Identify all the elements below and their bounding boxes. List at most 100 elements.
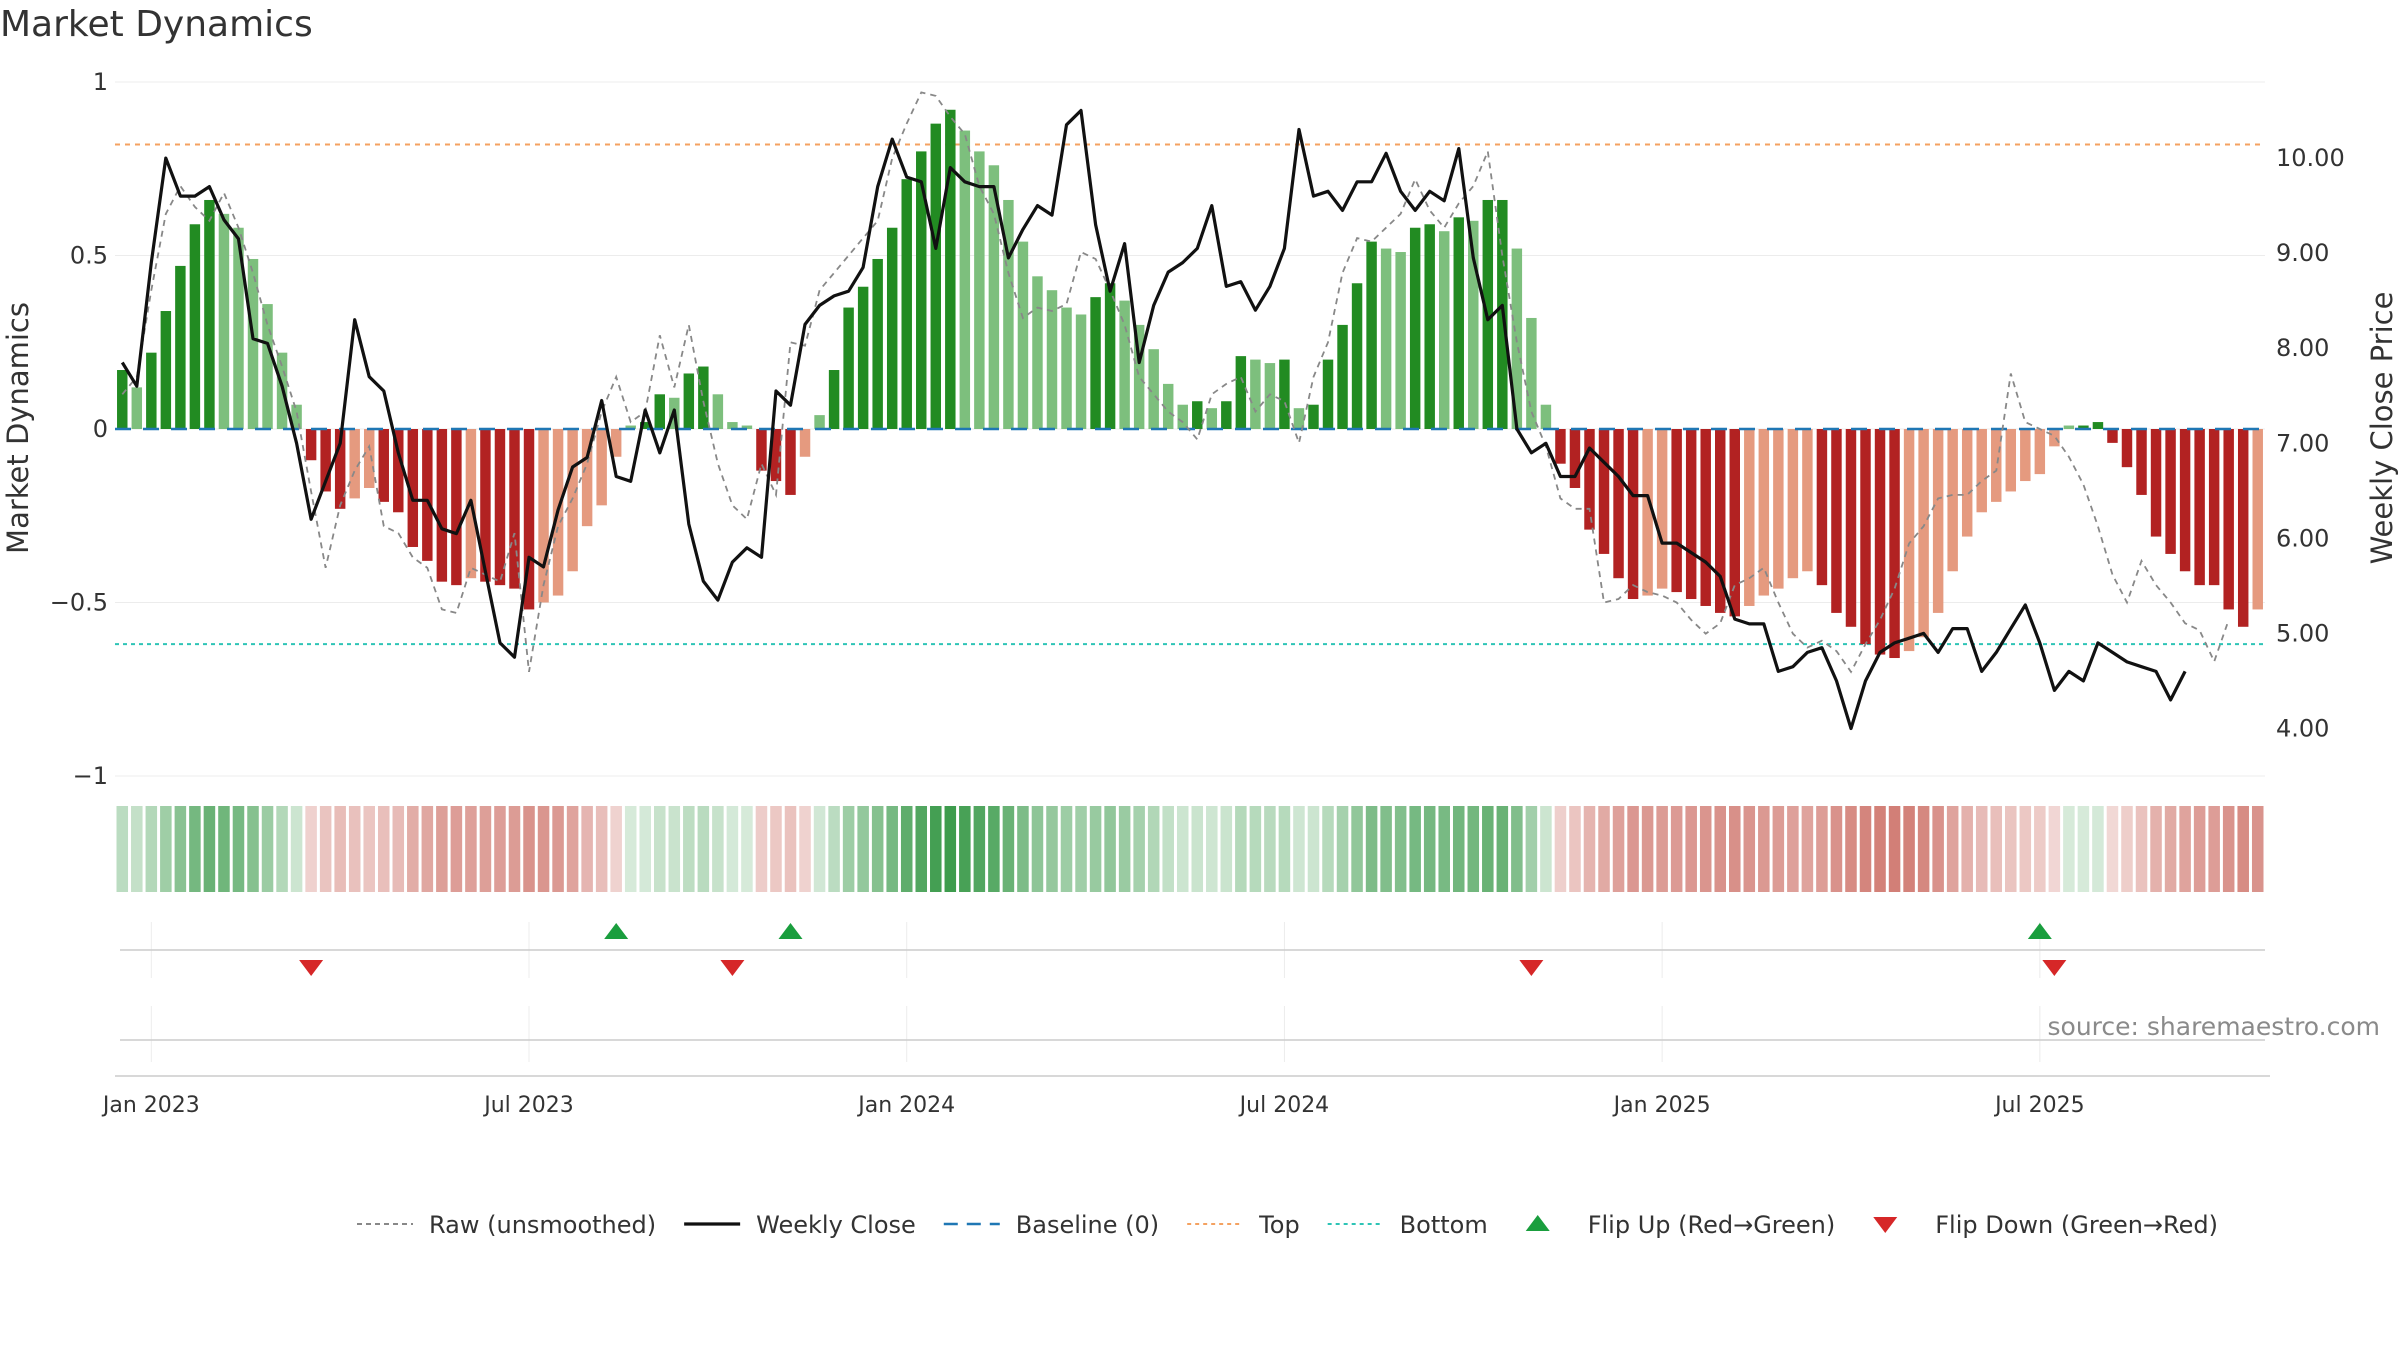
regime-cell — [1060, 806, 1073, 892]
regime-cell — [261, 806, 274, 892]
regime-cell — [683, 806, 695, 892]
dynamics-bar — [828, 370, 840, 429]
dynamics-bar — [610, 429, 622, 457]
dynamics-bar — [393, 429, 404, 513]
regime-cell — [2251, 806, 2264, 892]
x-tick-label: Jan 2023 — [101, 1093, 200, 1118]
dynamics-bar — [1264, 363, 1276, 429]
regime-cell — [537, 806, 550, 892]
regime-cell — [2179, 806, 2191, 892]
dynamics-bar — [1366, 241, 1377, 429]
regime-cell — [2222, 806, 2235, 892]
regime-cell — [1249, 806, 1262, 892]
x-tick-label: Jan 2024 — [856, 1093, 955, 1118]
dynamics-bar — [480, 429, 491, 582]
regime-cell — [232, 806, 245, 892]
dynamics-bar — [1424, 224, 1435, 429]
flip-up-marker — [604, 923, 629, 939]
dynamics-bar — [988, 165, 1000, 429]
y-axis-label: Market Dynamics — [1, 302, 35, 554]
dynamics-bar — [305, 429, 317, 461]
x-tick-label: Jul 2025 — [1993, 1093, 2085, 1118]
dynamics-bar — [1133, 324, 1145, 429]
dynamics-bar — [683, 373, 695, 429]
dynamics-bar — [1961, 429, 1973, 537]
dynamics-bar — [712, 394, 724, 429]
regime-cell — [668, 806, 681, 892]
regime-cell — [1641, 806, 1654, 892]
dynamics-bar — [2121, 429, 2133, 468]
regime-cell — [465, 806, 477, 892]
dynamics-bar — [654, 394, 665, 429]
regime-cell — [799, 806, 811, 892]
regime-cell — [1714, 806, 1726, 892]
regime-cell — [1612, 806, 1625, 892]
dynamics-bar — [407, 429, 419, 547]
dynamics-bar — [1046, 290, 1058, 429]
y2-tick-label: 7.00 — [2276, 429, 2329, 457]
regime-cell — [247, 806, 259, 892]
dynamics-bar — [233, 227, 244, 429]
regime-cell — [581, 806, 593, 892]
dynamics-bar — [1453, 217, 1464, 429]
legend-label: Flip Down (Green→Red) — [1935, 1211, 2218, 1239]
dynamics-bar — [204, 199, 215, 429]
y2-tick-label: 5.00 — [2276, 619, 2329, 647]
regime-cell — [1423, 806, 1436, 892]
dynamics-bar — [1395, 252, 1406, 429]
regime-cell — [1104, 806, 1116, 892]
regime-cell — [392, 806, 405, 892]
legend-swatch-flip-down — [1873, 1217, 1898, 1233]
dynamics-bar — [1148, 349, 1159, 429]
regime-cell — [1583, 806, 1596, 892]
dynamics-bar — [1322, 359, 1334, 429]
y2-tick-label: 8.00 — [2276, 334, 2329, 362]
dynamics-bar — [814, 415, 825, 429]
dynamics-bar — [1758, 429, 1770, 596]
flip-up-marker — [778, 923, 803, 939]
regime-cell — [1467, 806, 1480, 892]
regime-cell — [2034, 806, 2046, 892]
regime-cell — [1075, 806, 1087, 892]
regime-cell — [508, 806, 521, 892]
regime-cell — [1365, 806, 1378, 892]
regime-cell — [1627, 806, 1639, 892]
dynamics-bar — [1845, 429, 1857, 627]
dynamics-bar — [1729, 429, 1740, 617]
regime-cell — [1816, 806, 1828, 892]
dynamics-bar — [886, 227, 898, 429]
dynamics-bar — [1889, 429, 1900, 659]
regime-cell — [1046, 806, 1058, 892]
dynamics-bar — [857, 286, 869, 429]
regime-cell — [1482, 806, 1494, 892]
regime-cell — [1787, 806, 1799, 892]
dynamics-bar — [1918, 429, 1929, 638]
regime-cell — [1002, 806, 1015, 892]
y-tick-label: −1 — [73, 762, 108, 790]
dynamics-bar — [1235, 356, 1247, 429]
dynamics-bar — [872, 258, 883, 429]
dynamics-bar — [538, 429, 549, 603]
regime-cell — [1206, 806, 1218, 892]
dynamics-bar — [1802, 429, 1813, 572]
dynamics-bar — [1947, 429, 1958, 572]
dynamics-bar — [1584, 429, 1595, 530]
regime-cell — [218, 806, 230, 892]
regime-cell — [595, 806, 608, 892]
regime-cell — [1874, 806, 1886, 892]
dynamics-bar — [2237, 429, 2249, 627]
regime-cell — [871, 806, 884, 892]
regime-cell — [1670, 806, 1683, 892]
regime-cell — [1685, 806, 1697, 892]
regime-cell — [1162, 806, 1174, 892]
regime-cell — [1176, 806, 1189, 892]
regime-cell — [900, 806, 913, 892]
dynamics-bar — [1279, 359, 1290, 429]
regime-cell — [1089, 806, 1102, 892]
dynamics-bar — [1627, 429, 1639, 600]
regime-cell — [2193, 806, 2206, 892]
regime-cell — [1264, 806, 1276, 892]
regime-cell — [697, 806, 710, 892]
regime-cell — [1336, 806, 1349, 892]
x-tick-label: Jul 2023 — [482, 1093, 574, 1118]
